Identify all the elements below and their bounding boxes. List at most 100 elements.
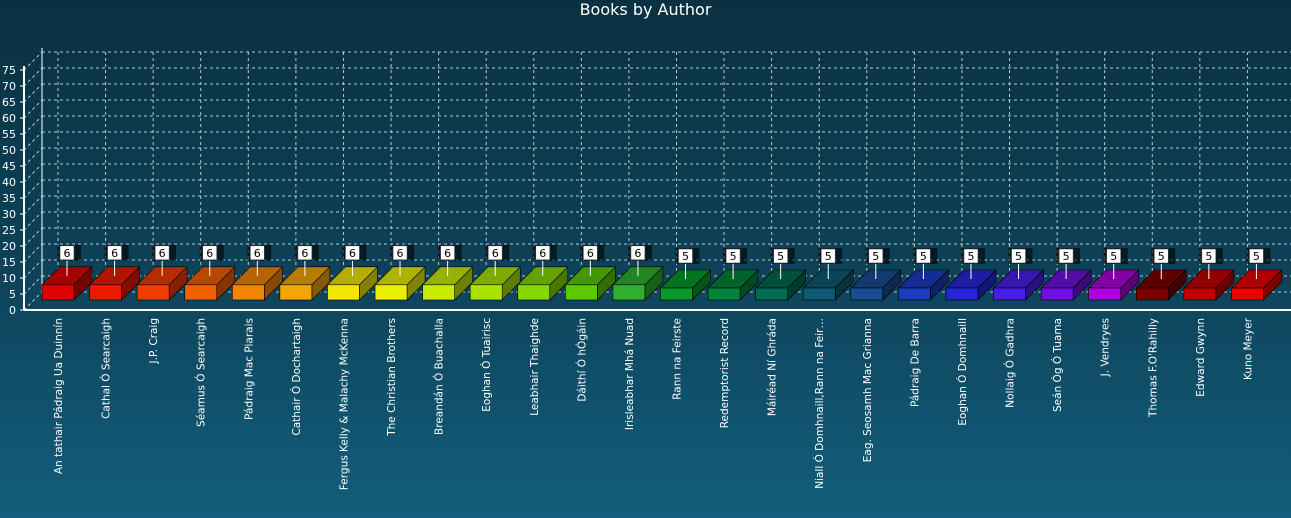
y-tick-label: 5 xyxy=(9,288,16,301)
category-label: Pádraig De Barra xyxy=(909,318,921,407)
data-label-box xyxy=(107,245,122,261)
data-label: 5 xyxy=(1205,250,1212,263)
category-label: The Christian Brothers xyxy=(386,318,398,437)
data-label-box xyxy=(583,245,598,261)
grid-line-diagonal xyxy=(23,83,43,103)
bar-front xyxy=(374,284,408,301)
data-label: 5 xyxy=(825,250,832,263)
data-label: 5 xyxy=(920,250,927,263)
y-tick-label: 50 xyxy=(2,144,16,157)
data-label: 5 xyxy=(730,250,737,263)
category-label: Fergus Kelly & Malachy McKenna xyxy=(338,318,350,490)
grid-line-diagonal xyxy=(23,115,43,135)
data-label: 6 xyxy=(349,247,356,260)
data-label: 6 xyxy=(301,247,308,260)
data-label-box xyxy=(1249,248,1264,264)
data-label-box xyxy=(868,248,884,264)
data-label-box xyxy=(59,245,75,261)
data-label: 6 xyxy=(159,247,166,260)
y-tick-label: 35 xyxy=(2,192,16,205)
data-label-box xyxy=(297,245,313,261)
data-label-box xyxy=(1011,248,1026,264)
category-label: Nollaig Ó Gadhra xyxy=(1004,318,1017,408)
bar-front xyxy=(1183,287,1217,301)
grid-line-diagonal xyxy=(23,99,43,119)
category-label: Eoghan Ó Tuairisc xyxy=(480,318,493,412)
data-label-box xyxy=(1058,248,1074,264)
y-tick-label: 25 xyxy=(2,224,16,237)
grid-line-diagonal xyxy=(23,67,43,87)
chart-title: Books by Author xyxy=(579,0,712,19)
data-label: 5 xyxy=(777,250,784,263)
category-label: Irisleabhar Mhá Nuad xyxy=(624,318,636,430)
grid-line-diagonal xyxy=(23,131,43,151)
category-label: Cathair Ó Dochartaigh xyxy=(290,318,303,436)
data-label: 6 xyxy=(397,247,404,260)
data-label-box xyxy=(1201,248,1217,264)
bar-front xyxy=(850,287,884,301)
bar-front xyxy=(802,287,836,301)
bar-front xyxy=(517,284,551,301)
bar-front xyxy=(89,284,122,301)
y-tick-label: 60 xyxy=(2,112,16,125)
bar-front xyxy=(469,284,503,301)
y-tick-label: 70 xyxy=(2,80,16,93)
y-tick-label: 0 xyxy=(9,304,16,317)
category-label: An tathair Pádraig Ua Duinnín xyxy=(53,318,65,474)
y-tick-label: 10 xyxy=(2,272,16,285)
category-label: J.P. Craig xyxy=(148,318,160,364)
category-label: Niall Ó Domhnaill,Rann na Feir… xyxy=(813,318,826,489)
grid-line-diagonal xyxy=(23,147,43,167)
data-label-box xyxy=(678,248,693,264)
y-tick-label: 20 xyxy=(2,240,16,253)
data-label: 6 xyxy=(492,247,499,260)
y-tick-label: 15 xyxy=(2,256,16,269)
y-tick-label: 55 xyxy=(2,128,16,141)
grid-line-diagonal xyxy=(23,291,43,311)
data-label-box xyxy=(154,245,170,261)
bar-front xyxy=(1040,287,1074,301)
data-label-box xyxy=(916,248,931,264)
y-tick-label: 45 xyxy=(2,160,16,173)
data-label-box xyxy=(202,245,218,261)
y-tick-label: 40 xyxy=(2,176,16,189)
data-label: 5 xyxy=(1063,250,1070,263)
category-label: Pádraig Mac Piarais xyxy=(243,318,255,420)
grid-line-diagonal xyxy=(23,179,43,199)
category-label: Séamus Ó Searcaigh xyxy=(195,318,208,427)
data-label: 5 xyxy=(682,250,689,263)
data-label-box xyxy=(773,248,788,264)
grid-line-diagonal xyxy=(23,195,43,215)
bar-front xyxy=(327,284,360,301)
data-label-box xyxy=(1153,248,1169,264)
category-label: Máiréad Ní Ghráda xyxy=(767,318,779,416)
bar-front xyxy=(993,287,1026,301)
data-label: 6 xyxy=(539,247,546,260)
y-tick-label: 75 xyxy=(2,64,16,77)
bar-front xyxy=(1135,287,1169,301)
data-label-box xyxy=(535,245,551,261)
data-label: 5 xyxy=(872,250,879,263)
category-label: Leabhair Thaighde xyxy=(529,318,541,416)
bar-front xyxy=(612,284,646,301)
bar-front xyxy=(945,287,979,301)
bar xyxy=(1087,269,1140,301)
data-label: 6 xyxy=(64,247,71,260)
y-tick-label: 65 xyxy=(2,96,16,109)
data-label: 6 xyxy=(444,247,451,260)
grid-line-diagonal xyxy=(23,227,43,247)
category-label: Eag. Seosamh Mac Grianna xyxy=(862,318,874,462)
data-label-box xyxy=(487,245,503,261)
grid-line-diagonal xyxy=(23,163,43,183)
bar-front xyxy=(707,287,741,301)
bar-front xyxy=(755,287,788,301)
bar-front xyxy=(41,284,75,301)
data-label: 5 xyxy=(1015,250,1022,263)
category-label: Dáithí Ó hÓgáin xyxy=(575,318,588,402)
data-label-box xyxy=(392,245,408,261)
grid-line-diagonal xyxy=(23,259,43,279)
bar-front xyxy=(898,287,931,301)
y-tick-label: 30 xyxy=(2,208,16,221)
data-label: 5 xyxy=(1158,250,1165,263)
data-label-box xyxy=(630,245,646,261)
